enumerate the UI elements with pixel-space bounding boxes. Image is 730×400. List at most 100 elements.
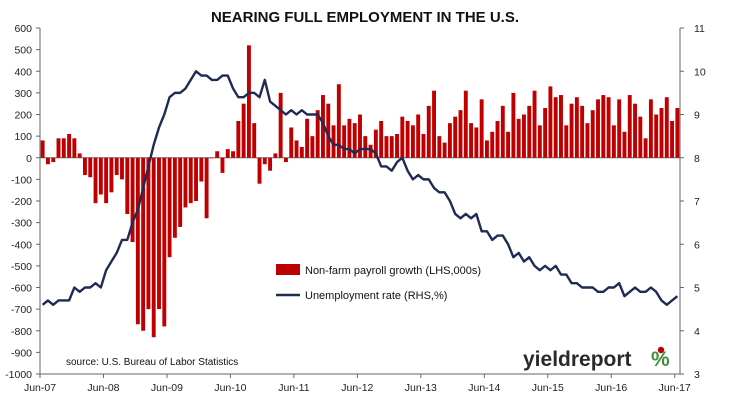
payroll-bar <box>659 108 664 158</box>
payroll-bar <box>511 92 516 158</box>
payroll-bar <box>611 125 616 158</box>
payroll-bar <box>172 157 177 238</box>
payroll-bar <box>395 133 399 158</box>
chart-title: NEARING FULL EMPLOYMENT IN THE U.S. <box>211 9 519 26</box>
payroll-bar <box>548 86 553 158</box>
right-tick-label: 5 <box>694 283 700 295</box>
payroll-bar <box>331 125 336 158</box>
payroll-bar <box>204 157 209 219</box>
right-tick-label: 11 <box>694 23 705 35</box>
brand-percent-icon: % <box>651 348 670 371</box>
left-tick-label: 400 <box>14 66 32 78</box>
unemployment-line <box>41 70 679 306</box>
payroll-bar <box>289 127 294 158</box>
x-tick-label: Jun-14 <box>468 382 500 394</box>
payroll-bar <box>125 157 130 214</box>
payroll-bar <box>400 116 405 158</box>
payroll-bar <box>437 136 442 158</box>
payroll-bar <box>130 157 135 243</box>
payroll-bar <box>532 90 537 158</box>
payroll-bar <box>500 105 505 158</box>
payroll-bar <box>72 138 77 158</box>
right-tick-label: 9 <box>694 110 700 122</box>
source-note: source: U.S. Bureau of Labor Statistics <box>66 357 238 368</box>
x-tick-label: Jun-09 <box>151 382 183 394</box>
payroll-bar <box>273 153 278 158</box>
payroll-bar <box>278 92 283 158</box>
payroll-bar <box>484 140 489 158</box>
left-tick-label: -200 <box>11 196 32 208</box>
payroll-bar <box>426 105 431 158</box>
left-tick-label: 600 <box>14 23 32 35</box>
payroll-bar <box>252 123 257 158</box>
right-axis: 11 10 9 8 7 6 5 4 3 <box>680 23 706 381</box>
payroll-bar <box>167 157 172 258</box>
brand-logo: yieldreport % <box>523 346 670 371</box>
payroll-bar <box>199 157 204 182</box>
payroll-bar <box>40 140 45 158</box>
payroll-bar <box>67 133 72 158</box>
payroll-bar <box>458 110 463 158</box>
payroll-bar <box>537 125 542 158</box>
payroll-bar <box>151 157 156 338</box>
payroll-bar <box>162 157 167 327</box>
payroll-bar <box>522 114 526 158</box>
payroll-bar <box>416 114 421 158</box>
payroll-bar <box>120 157 124 180</box>
left-tick-label: -800 <box>11 326 32 338</box>
payroll-bar <box>638 116 643 158</box>
payroll-bar <box>98 157 103 195</box>
payroll-bar <box>305 118 310 158</box>
x-tick-label: Jun-15 <box>532 382 564 394</box>
payroll-bar <box>453 116 458 158</box>
payroll-bar <box>262 157 267 165</box>
x-axis: Jun-07 Jun-08 Jun-09 Jun-10 Jun-11 Jun-12 Jun-… <box>24 374 691 394</box>
payroll-bar <box>516 118 521 158</box>
x-tick-label: Jun-12 <box>341 382 373 394</box>
left-tick-label: -700 <box>11 304 32 316</box>
payroll-bar <box>506 131 511 158</box>
right-tick-label: 7 <box>694 196 700 208</box>
payroll-bar <box>114 157 119 176</box>
payroll-bar <box>617 99 622 158</box>
payroll-bar <box>670 120 675 158</box>
payroll-bar <box>379 120 384 158</box>
payroll-bar <box>294 140 299 158</box>
x-tick-label: Jun-16 <box>595 382 627 394</box>
payroll-bar <box>236 120 241 158</box>
legend-label-unemployment: Unemployment rate (RHS,%) <box>305 290 447 302</box>
payroll-bar <box>241 103 246 158</box>
left-tick-label: -900 <box>11 347 32 359</box>
payroll-bar <box>194 157 198 201</box>
x-tick-label: Jun-17 <box>659 382 691 394</box>
payroll-bar <box>442 142 447 158</box>
payroll-bar <box>231 151 236 158</box>
left-tick-label: 100 <box>14 131 32 143</box>
right-tick-label: 3 <box>694 369 700 381</box>
left-axis: 600 500 400 300 200 100 0 -100 -200 -300 -400 -500 -… <box>5 23 40 381</box>
payroll-bar <box>569 103 574 158</box>
payroll-bar <box>648 99 653 158</box>
x-tick-label: Jun-10 <box>214 382 246 394</box>
payroll-bar <box>93 157 98 204</box>
payroll-bar <box>432 90 436 158</box>
payroll-bar <box>109 157 114 193</box>
payroll-bar <box>654 114 659 158</box>
payroll-bar <box>543 108 548 158</box>
payroll-bar <box>574 97 579 158</box>
payroll-bar <box>463 90 468 158</box>
payroll-bar <box>283 157 288 163</box>
payroll-bar <box>495 120 500 158</box>
payroll-bar <box>56 138 61 158</box>
payroll-bar <box>315 110 320 158</box>
payroll-bar <box>564 125 569 158</box>
payroll-bar <box>675 108 680 158</box>
left-tick-label: -1000 <box>5 369 32 381</box>
payroll-bar <box>389 136 394 158</box>
x-tick-label: Jun-07 <box>24 382 56 394</box>
payroll-bar <box>188 157 193 204</box>
left-tick-label: -500 <box>11 261 32 273</box>
payroll-bar <box>580 105 585 158</box>
